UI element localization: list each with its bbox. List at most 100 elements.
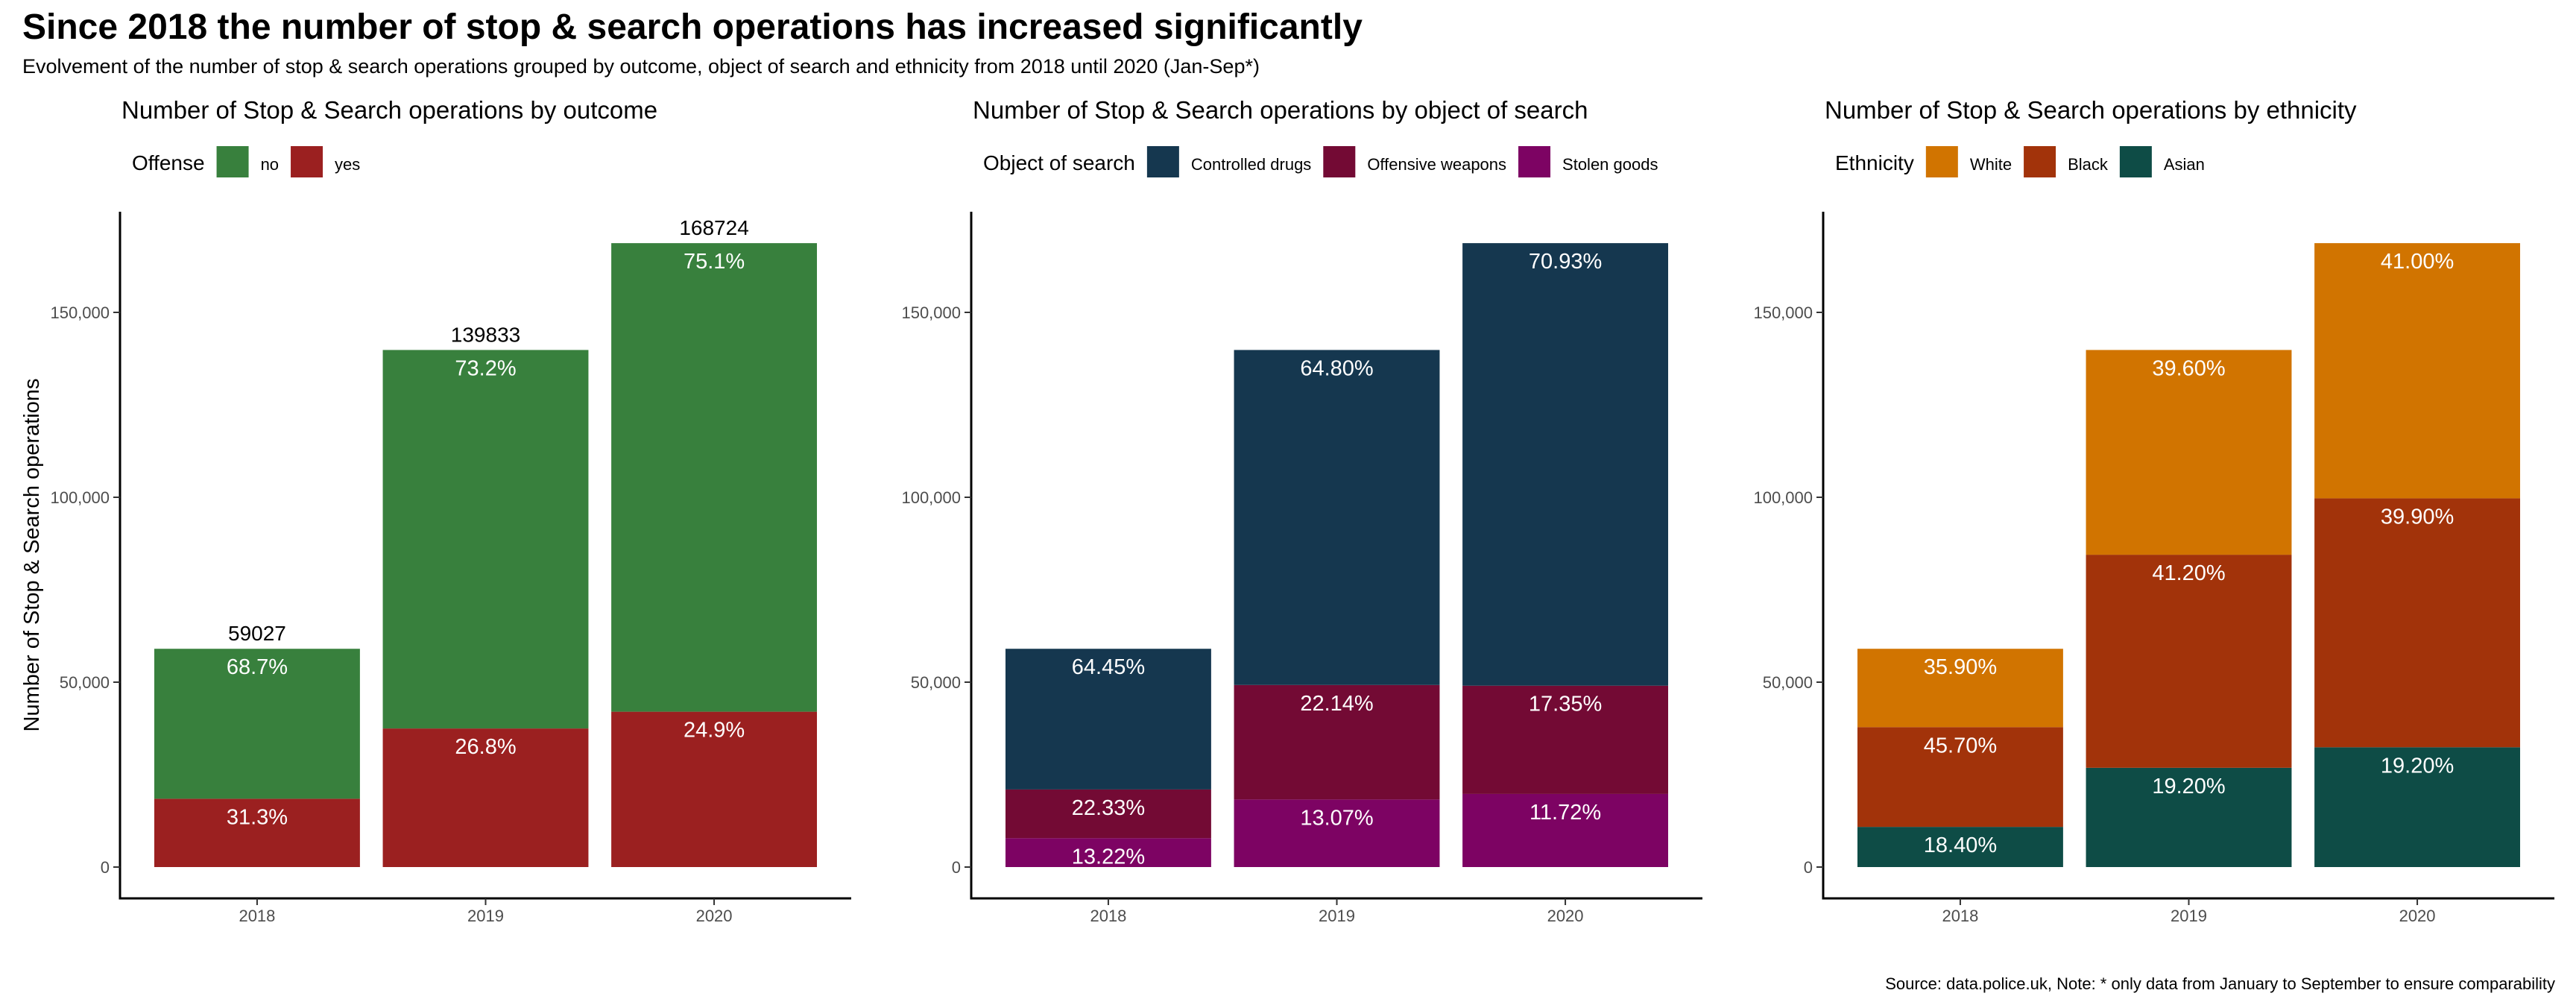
data-label: 22.33% — [1072, 796, 1145, 820]
data-label: 75.1% — [684, 250, 745, 274]
legend-key-yes — [291, 146, 323, 177]
legend-label: Offensive weapons — [1367, 155, 1506, 174]
data-label: 18.40% — [1924, 834, 1997, 857]
panel-title: Number of Stop & Search operations by ou… — [121, 96, 657, 124]
data-label: 45.70% — [1924, 734, 1997, 757]
bar-segment-stolen-goods-2020 — [1462, 793, 1669, 867]
data-label: 64.80% — [1300, 356, 1373, 380]
legend-label: Asian — [2164, 155, 2205, 174]
x-tick-label: 2019 — [1319, 907, 1355, 925]
bar-segment-yes-2018 — [154, 798, 360, 867]
bar-segment-offensive-weapons-2018 — [1005, 789, 1211, 839]
y-tick-label: 50,000 — [911, 673, 961, 692]
figure-title: Since 2018 the number of stop & search o… — [22, 7, 1363, 47]
bar-segment-black-2019 — [2086, 555, 2292, 768]
data-label: 11.72% — [1530, 801, 1601, 825]
bar-segment-no-2018 — [154, 649, 360, 799]
total-label: 139833 — [451, 323, 520, 346]
y-tick-label: 100,000 — [1753, 488, 1813, 507]
y-tick-label: 50,000 — [1763, 673, 1813, 692]
bar-segment-white-2020 — [2314, 243, 2521, 499]
data-label: 64.45% — [1072, 655, 1145, 679]
x-tick-label: 2020 — [2399, 907, 2436, 925]
bar-segment-controlled-drugs-2020 — [1462, 243, 1669, 686]
figure-subtitle: Evolvement of the number of stop & searc… — [22, 55, 1260, 78]
y-tick-label: 0 — [1804, 858, 1813, 877]
data-label: 17.35% — [1529, 693, 1602, 716]
bar-segment-controlled-drugs-2019 — [1234, 350, 1440, 685]
bar-segment-asian-2020 — [2314, 747, 2521, 867]
x-tick-label: 2019 — [2171, 907, 2207, 925]
legend-label: Stolen goods — [1562, 155, 1658, 174]
y-tick-label: 100,000 — [901, 488, 961, 507]
legend: Offense no yes — [132, 146, 360, 177]
total-label: 59027 — [228, 622, 286, 645]
bar-segment-yes-2019 — [382, 728, 589, 867]
y-tick-label: 50,000 — [60, 673, 110, 692]
panels: Number of Stop & Search operations by ou… — [20, 96, 2554, 925]
x-tick-label: 2018 — [1090, 907, 1126, 925]
bar-segment-black-2020 — [2314, 498, 2521, 748]
panel-1: Number of Stop & Search operations by ou… — [20, 96, 851, 925]
legend-label: Black — [2068, 155, 2109, 174]
bar-segment-no-2019 — [382, 350, 589, 729]
x-tick-label: 2020 — [1547, 907, 1584, 925]
data-label: 13.07% — [1300, 806, 1373, 830]
panel-3: Number of Stop & Search operations by et… — [1753, 96, 2554, 925]
legend-key-offensive-weapons — [1323, 146, 1356, 177]
y-axis-title: Number of Stop & Search operations — [20, 379, 44, 732]
panel-2: Number of Stop & Search operations by ob… — [901, 96, 1702, 925]
bar-segment-asian-2019 — [2086, 767, 2292, 867]
y-tick-label: 0 — [101, 858, 110, 877]
x-tick-label: 2019 — [467, 907, 504, 925]
data-label: 39.90% — [2381, 505, 2454, 529]
y-tick-label: 150,000 — [1753, 303, 1813, 322]
legend-title: Ethnicity — [1835, 151, 1914, 174]
panel-title: Number of Stop & Search operations by et… — [1825, 96, 2357, 124]
y-tick-label: 150,000 — [901, 303, 961, 322]
data-label: 39.60% — [2152, 356, 2225, 380]
legend-key-black — [2024, 146, 2056, 177]
bar-segment-offensive-weapons-2020 — [1462, 685, 1669, 794]
data-label: 24.9% — [684, 719, 745, 743]
data-label: 41.20% — [2152, 561, 2225, 585]
data-label: 26.8% — [455, 735, 516, 759]
x-tick-label: 2020 — [696, 907, 733, 925]
data-label: 13.22% — [1072, 845, 1145, 869]
bar-segment-offensive-weapons-2019 — [1234, 684, 1440, 800]
legend-title: Object of search — [983, 151, 1135, 174]
data-label: 68.7% — [227, 655, 288, 679]
data-label: 31.3% — [227, 805, 288, 829]
legend-label: White — [1970, 155, 2012, 174]
data-label: 70.93% — [1529, 250, 1602, 274]
bar-segment-stolen-goods-2019 — [1234, 799, 1440, 867]
x-tick-label: 2018 — [1942, 907, 1978, 925]
total-label: 168724 — [679, 216, 748, 239]
legend: Ethnicity White Black Asian — [1835, 146, 2205, 177]
legend-label: no — [261, 155, 279, 174]
data-label: 19.20% — [2381, 754, 2454, 778]
bar-segment-white-2018 — [1857, 649, 2063, 728]
y-tick-label: 150,000 — [50, 303, 110, 322]
legend-key-asian — [2119, 146, 2152, 177]
panel-title: Number of Stop & Search operations by ob… — [973, 96, 1588, 124]
legend-label: Controlled drugs — [1191, 155, 1311, 174]
data-label: 73.2% — [455, 356, 516, 380]
legend-key-no — [216, 146, 249, 177]
data-label: 35.90% — [1924, 655, 1997, 679]
legend-key-controlled-drugs — [1146, 146, 1179, 177]
data-label: 19.20% — [2152, 775, 2225, 798]
figure-caption: Source: data.police.uk, Note: * only dat… — [1885, 974, 2555, 993]
bar-segment-asian-2018 — [1857, 827, 2063, 867]
legend-key-white — [1925, 146, 1958, 177]
legend: Object of search Controlled drugs Offensiv… — [983, 146, 1658, 177]
data-label: 22.14% — [1300, 692, 1373, 716]
y-tick-label: 0 — [952, 858, 961, 877]
legend-label: yes — [335, 155, 360, 174]
bar-segment-controlled-drugs-2018 — [1005, 649, 1211, 790]
y-tick-label: 100,000 — [50, 488, 110, 507]
data-label: 41.00% — [2381, 250, 2454, 274]
bar-segment-black-2018 — [1857, 727, 2063, 828]
bar-segment-white-2019 — [2086, 350, 2292, 555]
